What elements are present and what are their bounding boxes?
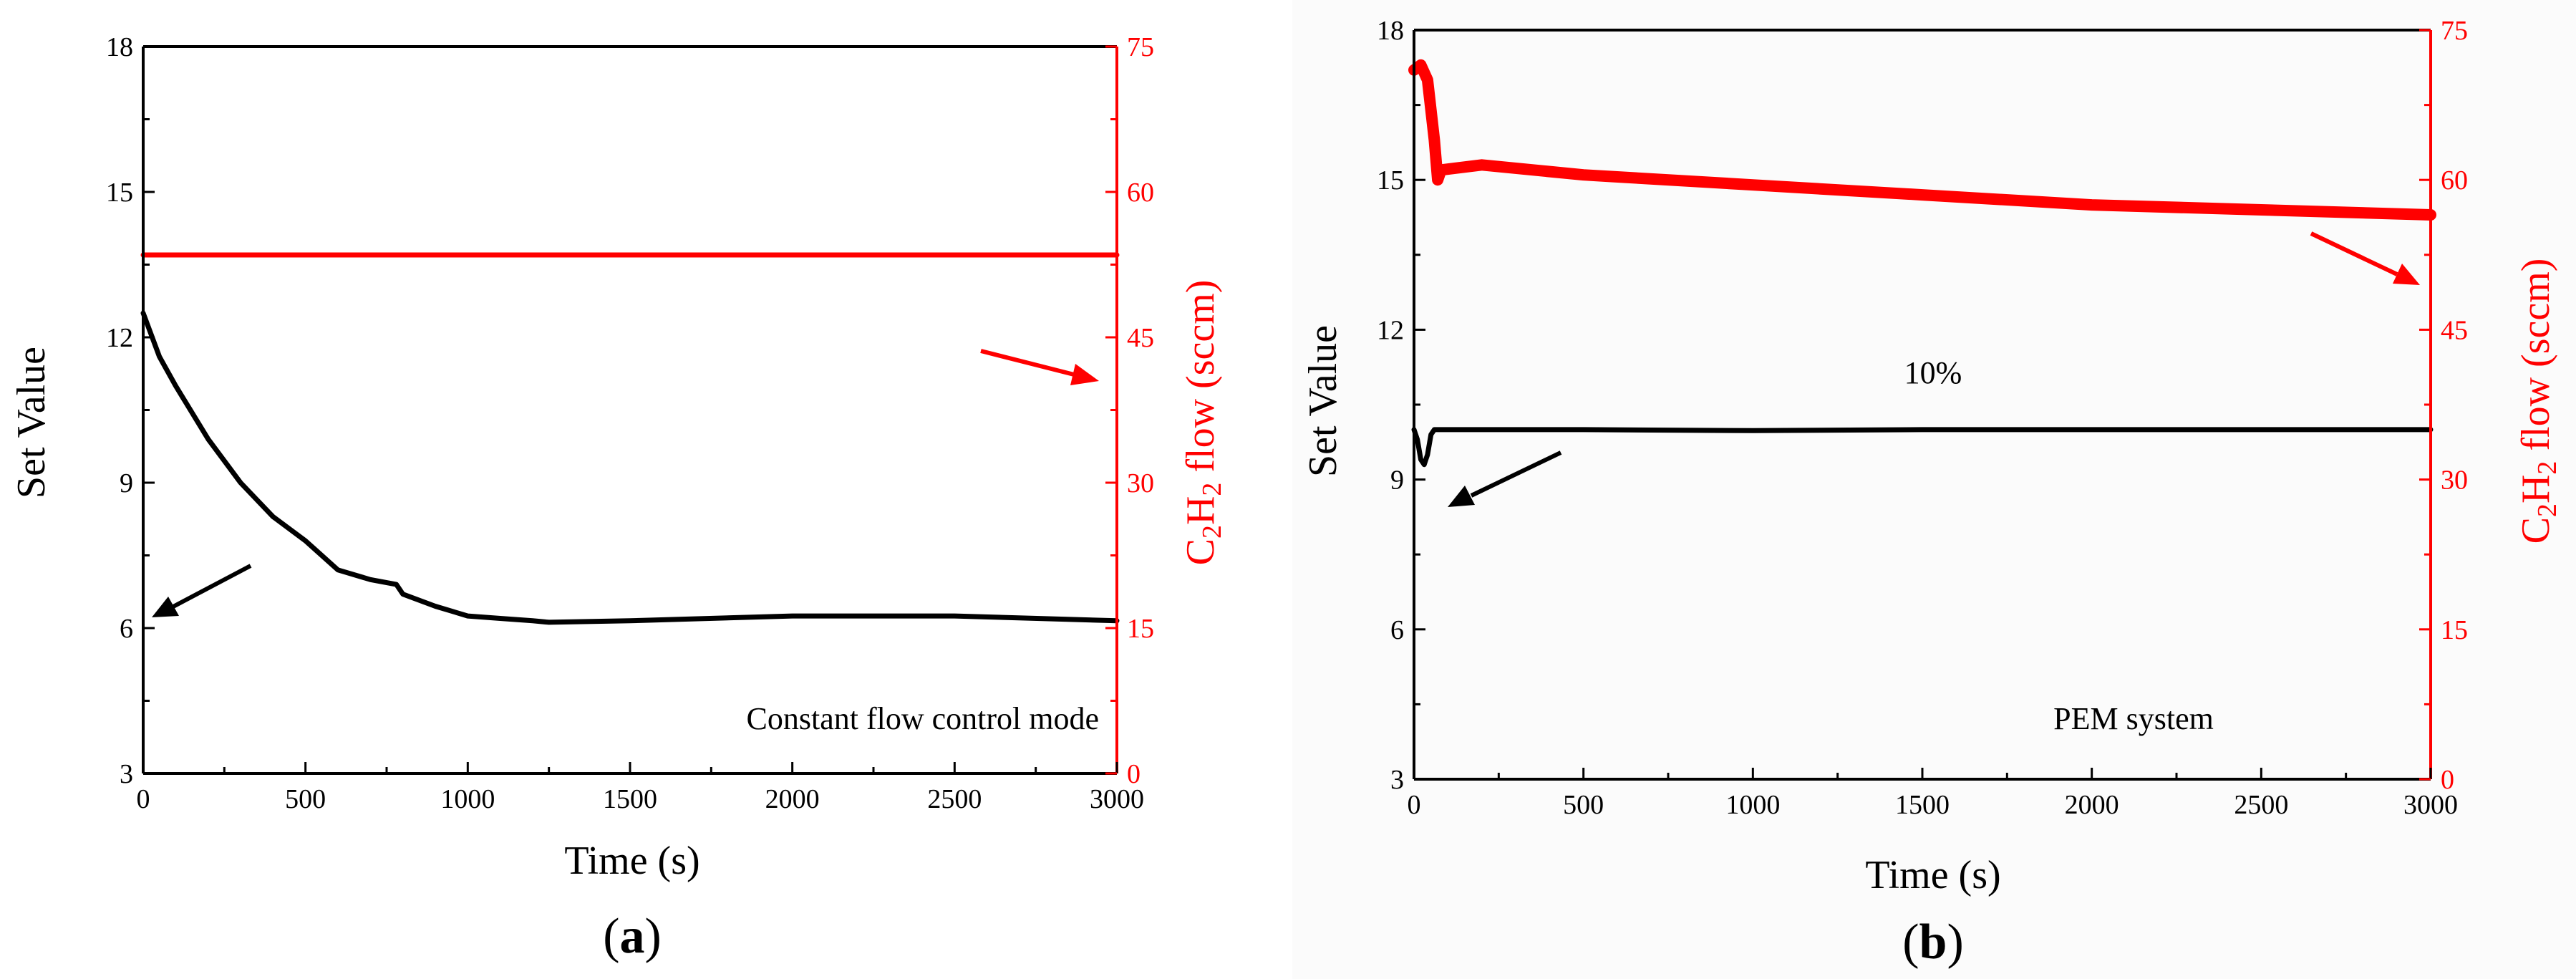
xlabel-a: Time (s): [564, 839, 699, 883]
ylabel-left-b: Set Value: [1301, 325, 1345, 477]
chart-panel-a: Set Value C2H2 flow (sccm) Time (s) Cons…: [9, 280, 1227, 964]
ytick-right-label-b: 75: [2441, 16, 2468, 46]
xtick-label-a: 1500: [603, 784, 657, 814]
panel-label-b: (b): [1902, 915, 1964, 970]
ytick-right-label-b: 45: [2441, 315, 2468, 345]
ytick-right-label-b: 30: [2441, 466, 2468, 496]
chart-panel-b: Set Value C2H2 flow (sccm) Time (s) PEM …: [1292, 0, 2576, 979]
series-line-a-set-value: [140, 310, 1120, 625]
xtick-label-a: 1000: [440, 784, 495, 814]
ylabel-left-a: Set Value: [9, 347, 54, 498]
xlabel-b: Time (s): [1865, 853, 2000, 897]
xtick-label-b: 0: [1408, 790, 1421, 820]
arrow-right-b: [2310, 231, 2420, 285]
xtick-label-b: 1500: [1895, 790, 1950, 820]
ylabel-right-b: C2H2 flow (sccm): [2514, 259, 2562, 544]
ytick-left-label-b: 9: [1390, 466, 1404, 496]
plot-area-a: 0 500 1000 1500 2000 2500 3000 3 6 9 12 15 18 0 15 30 45…: [106, 32, 1154, 814]
arrow-left-a: [152, 564, 252, 617]
arrow-right-a: [980, 349, 1099, 385]
ytick-right-label-b: 15: [2441, 615, 2468, 645]
ytick-right-label-a: 60: [1127, 178, 1154, 208]
percent-label-b: 10%: [1904, 355, 1962, 390]
ytick-right-label-a: 0: [1127, 759, 1141, 789]
ytick-left-label-a: 15: [106, 178, 133, 208]
ytick-left-label-b: 3: [1390, 765, 1404, 795]
xtick-label-b: 3000: [2403, 790, 2458, 820]
annotation-a: Constant flow control mode: [747, 701, 1100, 736]
xtick-label-b: 2500: [2234, 790, 2288, 820]
ytick-left-label-b: 12: [1377, 315, 1404, 345]
xtick-label-a: 0: [137, 784, 150, 814]
xtick-label-b: 2000: [2065, 790, 2119, 820]
xtick-label-a: 3000: [1090, 784, 1144, 814]
series-line-b-set-value: [1411, 427, 2434, 468]
ytick-left-label-a: 6: [120, 614, 133, 644]
xtick-label-a: 2500: [927, 784, 982, 814]
panel-label-a: (a): [603, 909, 662, 964]
xtick-label-b: 1000: [1725, 790, 1780, 820]
plot-layer: 0 500 1000 1500 2000 2500 30003691215180153045…: [106, 16, 2468, 820]
arrow-left-b: [1448, 450, 1562, 507]
ytick-right-label-a: 75: [1127, 32, 1154, 62]
xtick-label-b: 500: [1563, 790, 1604, 820]
ytick-right-label-a: 15: [1127, 614, 1154, 644]
ytick-right-label-a: 45: [1127, 323, 1154, 353]
ytick-left-label-a: 3: [120, 759, 133, 789]
ylabel-right-a: C2H2 flow (sccm): [1178, 280, 1227, 566]
ytick-left-label-b: 18: [1377, 16, 1404, 46]
ytick-right-label-b: 0: [2441, 765, 2454, 795]
ytick-right-label-b: 60: [2441, 165, 2468, 196]
ytick-left-label-b: 15: [1377, 165, 1404, 196]
series-line-b-c2h2-flow: [1408, 59, 2436, 221]
ytick-left-label-a: 12: [106, 323, 133, 353]
ytick-right-label-a: 30: [1127, 468, 1154, 498]
annotation-b: PEM system: [2053, 701, 2214, 736]
plot-area-b: 0 500 1000 1500 2000 2500 3000 3 6 9 12 15 18 0 15 30 45…: [1377, 16, 2468, 820]
ytick-left-label-a: 18: [106, 32, 133, 62]
xtick-label-a: 2000: [765, 784, 820, 814]
ytick-left-label-b: 6: [1390, 615, 1404, 645]
ytick-left-label-a: 9: [120, 468, 133, 498]
xtick-label-a: 500: [285, 784, 326, 814]
